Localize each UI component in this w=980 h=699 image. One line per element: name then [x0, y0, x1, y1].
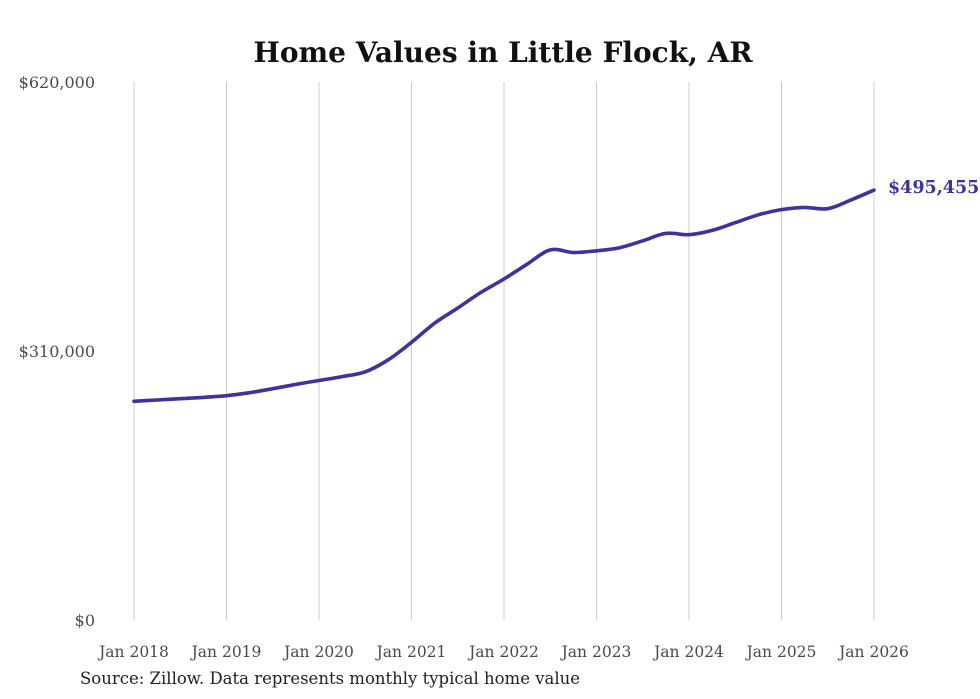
y-tick-label: $310,000 [19, 342, 95, 361]
gridlines [133, 82, 875, 620]
chart-title: Home Values in Little Flock, AR [253, 36, 753, 69]
y-tick-label: $620,000 [19, 73, 95, 92]
x-axis-labels: Jan 2018 Jan 2019 Jan 2020 Jan 2021 Jan 2022… [97, 643, 909, 661]
y-tick-label: $0 [75, 611, 95, 630]
x-tick-label: Jan 2018 [97, 643, 169, 661]
source-note: Source: Zillow. Data represents monthly … [80, 669, 580, 688]
x-tick-label: Jan 2020 [282, 643, 354, 661]
x-tick-label: Jan 2026 [837, 643, 909, 661]
y-axis-labels: $0 $310,000 $620,000 [19, 73, 95, 630]
x-tick-label: Jan 2019 [190, 643, 262, 661]
x-tick-label: Jan 2022 [467, 643, 539, 661]
home-value-line [132, 188, 876, 404]
x-tick-label: Jan 2023 [560, 643, 632, 661]
x-tick-label: Jan 2025 [745, 643, 817, 661]
x-tick-label: Jan 2024 [652, 643, 724, 661]
x-tick-label: Jan 2021 [375, 643, 447, 661]
current-value-label: $495,455 [888, 178, 979, 198]
